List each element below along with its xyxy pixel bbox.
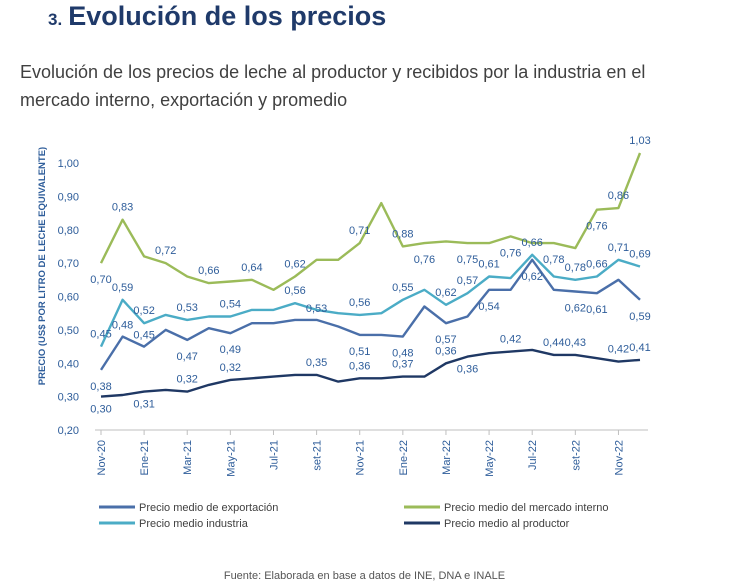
data-label: 0,36 xyxy=(435,345,456,357)
data-label: 0,30 xyxy=(90,404,111,416)
x-tick-label: set-22 xyxy=(570,440,582,471)
data-label: 0,66 xyxy=(198,265,219,277)
data-label: 0,54 xyxy=(478,301,499,313)
data-label: 0,88 xyxy=(392,228,413,240)
data-label: 0,76 xyxy=(414,254,435,266)
data-label: 0,38 xyxy=(90,381,111,393)
x-tick-label: Mar-21 xyxy=(182,440,194,475)
data-label: 0,56 xyxy=(349,297,370,309)
y-tick-label: 0,70 xyxy=(58,258,79,270)
data-label: 0,86 xyxy=(608,190,629,202)
data-label: 0,57 xyxy=(457,275,478,287)
data-label: 0,78 xyxy=(565,262,586,274)
data-label: 0,36 xyxy=(457,364,478,376)
data-label: 0,61 xyxy=(478,258,499,270)
x-tick-label: Ene-21 xyxy=(139,440,151,475)
data-label: 0,56 xyxy=(284,285,305,297)
x-tick-label: May-22 xyxy=(484,440,496,477)
data-label: 0,44 xyxy=(543,337,564,349)
legend-label: Precio medio industria xyxy=(139,518,249,530)
data-label: 0,70 xyxy=(90,274,111,286)
x-tick-label: Jul-22 xyxy=(527,440,539,470)
x-tick-label: Ene-22 xyxy=(398,440,410,475)
chart-subtitle: Evolución de los precios de leche al pro… xyxy=(20,62,646,110)
data-label: 0,62 xyxy=(435,287,456,299)
data-label: 0,75 xyxy=(457,254,478,266)
series-line-3 xyxy=(99,253,641,348)
x-tick-label: Nov-22 xyxy=(613,440,625,475)
data-label: 0,48 xyxy=(112,320,133,332)
y-tick-label: 0,80 xyxy=(58,225,79,237)
data-label: 0,49 xyxy=(220,344,241,356)
data-label: 0,62 xyxy=(565,302,586,314)
data-label: 0,53 xyxy=(306,303,327,315)
data-label: 0,36 xyxy=(349,360,370,372)
data-label: 0,53 xyxy=(177,302,198,314)
series-line-1 xyxy=(99,258,641,371)
data-label: 0,48 xyxy=(392,348,413,360)
x-tick-label: Jul-21 xyxy=(268,440,280,470)
x-tick-label: May-21 xyxy=(225,440,237,477)
data-label: 0,45 xyxy=(133,330,154,342)
data-label: 0,64 xyxy=(241,262,262,274)
data-label: 0,42 xyxy=(608,344,629,356)
data-label: 0,66 xyxy=(586,258,607,270)
y-tick-label: 0,90 xyxy=(58,191,79,203)
data-label: 0,45 xyxy=(90,329,111,341)
data-label: 0,47 xyxy=(177,351,198,363)
y-tick-label: 0,20 xyxy=(58,425,79,437)
data-label: 0,42 xyxy=(500,334,521,346)
data-label: 0,62 xyxy=(521,271,542,283)
data-label: 0,62 xyxy=(284,258,305,270)
data-label: 0,51 xyxy=(349,346,370,358)
data-label: 0,54 xyxy=(220,299,241,311)
data-label: 0,72 xyxy=(155,245,176,257)
y-tick-label: 0,50 xyxy=(58,325,79,337)
y-tick-label: 1,00 xyxy=(58,158,79,170)
data-label: 0,69 xyxy=(629,248,650,260)
series-line-2 xyxy=(99,152,642,291)
section-number: 3. xyxy=(48,10,63,29)
data-label: 0,78 xyxy=(543,254,564,266)
y-tick-label: 0,30 xyxy=(58,392,79,404)
legend-label: Precio medio de exportación xyxy=(139,502,278,514)
data-label: 0,76 xyxy=(586,221,607,233)
data-label: 0,35 xyxy=(306,357,327,369)
x-tick-label: Mar-22 xyxy=(441,440,453,475)
legend-label: Precio medio al productor xyxy=(444,518,570,530)
x-tick-label: Nov-21 xyxy=(355,440,367,475)
data-label: 0,52 xyxy=(133,305,154,317)
data-label: 0,31 xyxy=(133,399,154,411)
data-label: 1,03 xyxy=(629,135,650,147)
section-title: Evolución de los precios xyxy=(68,1,387,31)
legend-label: Precio medio del mercado interno xyxy=(444,502,608,514)
section-heading: 3. Evolución de los precios xyxy=(48,1,386,32)
data-label: 0,43 xyxy=(565,337,586,349)
source-note: Fuente: Elaborada en base a datos de INE… xyxy=(223,570,506,582)
y-axis-title: PRECIO (US$ POR LITRO DE LECHE EQUIVALEN… xyxy=(37,147,48,385)
series-line-4 xyxy=(100,348,641,398)
y-tick-label: 0,60 xyxy=(58,292,79,304)
data-label: 0,57 xyxy=(435,334,456,346)
data-label: 0,76 xyxy=(500,247,521,259)
data-label: 0,41 xyxy=(629,342,650,354)
data-label: 0,83 xyxy=(112,202,133,214)
data-label: 0,71 xyxy=(608,242,629,254)
x-tick-label: Nov-20 xyxy=(96,440,108,475)
data-label: 0,37 xyxy=(392,359,413,371)
data-label: 0,59 xyxy=(629,311,650,323)
data-label: 0,66 xyxy=(521,237,542,249)
data-label: 0,32 xyxy=(177,374,198,386)
data-label: 0,71 xyxy=(349,225,370,237)
data-label: 0,55 xyxy=(392,282,413,294)
data-label: 0,32 xyxy=(220,362,241,374)
x-tick-label: set-21 xyxy=(312,440,324,471)
y-tick-label: 0,40 xyxy=(58,358,79,370)
data-label: 0,61 xyxy=(586,304,607,316)
data-label: 0,59 xyxy=(112,282,133,294)
